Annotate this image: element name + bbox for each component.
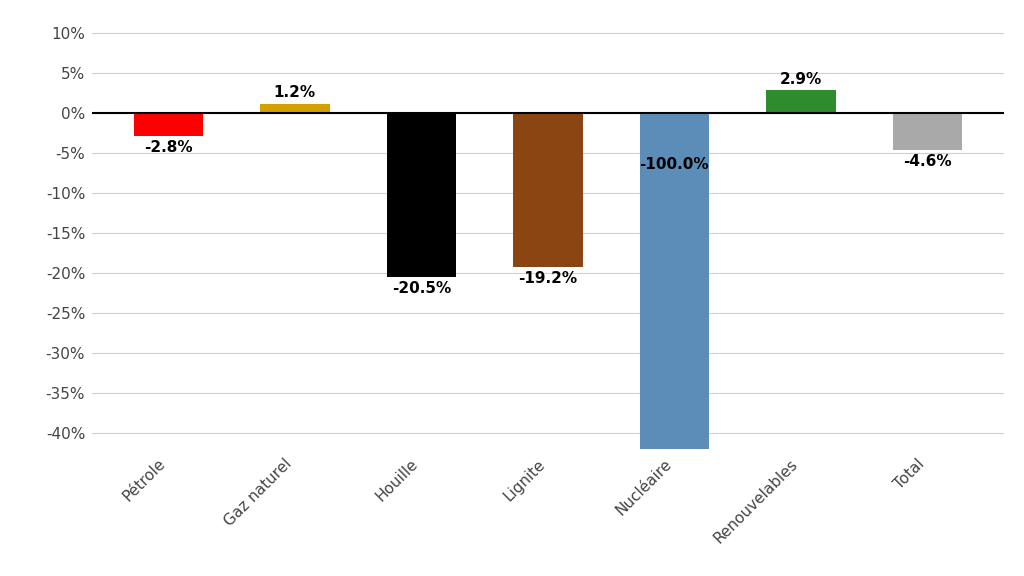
Bar: [387, 113, 456, 277]
Bar: [766, 90, 836, 113]
Bar: [513, 113, 583, 267]
Text: -20.5%: -20.5%: [392, 281, 451, 296]
Text: -19.2%: -19.2%: [518, 271, 578, 286]
Bar: [260, 104, 330, 113]
Bar: [640, 113, 709, 576]
Bar: [893, 113, 963, 150]
Text: -4.6%: -4.6%: [903, 154, 951, 169]
Text: 1.2%: 1.2%: [273, 85, 316, 100]
Text: -100.0%: -100.0%: [640, 157, 710, 172]
Bar: [133, 113, 203, 136]
Text: 2.9%: 2.9%: [779, 72, 822, 87]
Text: -2.8%: -2.8%: [144, 140, 193, 155]
